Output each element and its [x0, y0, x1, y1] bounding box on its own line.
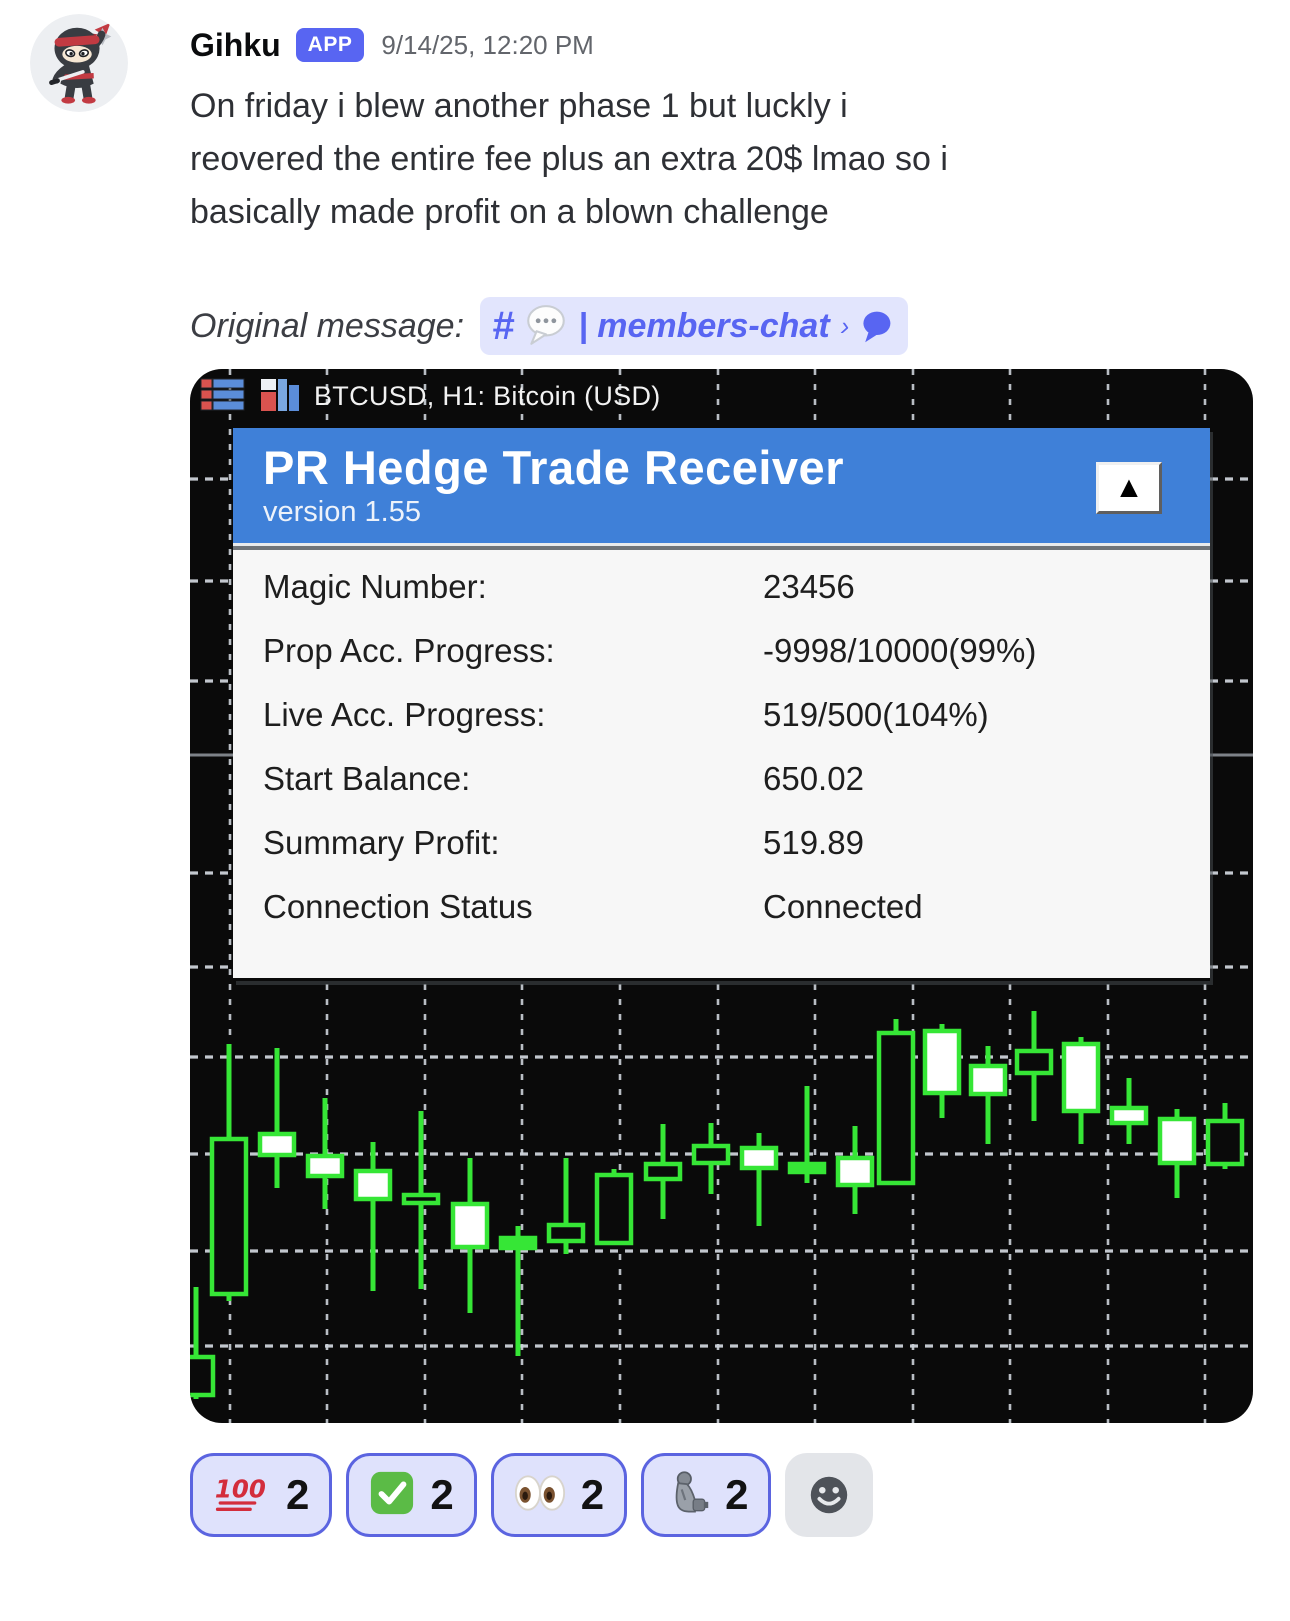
reaction-pill[interactable]: 2	[346, 1453, 477, 1538]
panel-stat-row: Start Balance: 650.02	[233, 747, 1210, 811]
smiley-add-reaction-icon	[811, 1476, 848, 1514]
channel-mention[interactable]: # | members-chat ›	[480, 297, 909, 356]
reaction-count: 2	[430, 1471, 454, 1519]
reaction-pill[interactable]: 2	[641, 1453, 772, 1538]
panel-version: version 1.55	[263, 496, 421, 529]
panel-stat-row: Prop Acc. Progress: -9998/10000(99%)	[233, 619, 1210, 683]
timestamp: 9/14/25, 12:20 PM	[381, 29, 594, 60]
panel-stat-row: Summary Profit: 519.89	[233, 811, 1210, 875]
market-watch-icon	[200, 378, 245, 411]
panel-stat-row: Connection Status Connected	[233, 875, 1210, 939]
panel-body: Magic Number: 23456 Prop Acc. Progress: …	[233, 546, 1210, 979]
stat-value: 23456	[763, 568, 855, 606]
origin-line: Original message: # | members-chat ›	[190, 297, 1265, 356]
svg-text:100: 100	[215, 1474, 266, 1503]
trade-receiver-panel: PR Hedge Trade Receiver version 1.55 ▲ M…	[233, 428, 1210, 981]
reaction-count: 2	[580, 1471, 605, 1519]
stat-value: 519.89	[763, 824, 864, 862]
reaction-emoji-icon	[369, 1470, 415, 1521]
message-header: Gihku APP 9/14/25, 12:20 PM	[190, 22, 1265, 68]
stat-label: Connection Status	[263, 888, 533, 926]
message-line: On friday i blew another phase 1 but luc…	[190, 87, 848, 125]
ninja-avatar-icon	[30, 14, 128, 112]
chevron-right-icon: ›	[840, 310, 850, 341]
stat-value: 519/500(104%)	[763, 696, 989, 734]
reactions-row: 100 2 2 2 2	[190, 1453, 1265, 1538]
origin-label: Original message:	[190, 306, 465, 345]
panel-title: PR Hedge Trade Receiver	[263, 441, 844, 495]
reaction-emoji-icon: 100	[213, 1473, 271, 1518]
message-line: reovered the entire fee plus an extra 20…	[190, 140, 948, 179]
stat-label: Start Balance:	[263, 760, 471, 798]
reaction-pill[interactable]: 2	[490, 1453, 628, 1538]
speech-balloon-icon	[527, 305, 566, 345]
stat-label: Magic Number:	[263, 568, 487, 606]
chart-symbol-title: BTCUSD, H1: Bitcoin (USD)	[314, 380, 661, 411]
chart-titlebar: BTCUSD, H1: Bitcoin (USD)	[200, 377, 661, 413]
thread-bubble-icon	[863, 311, 891, 343]
stat-value: Connected	[763, 888, 923, 926]
avatar[interactable]	[30, 14, 128, 112]
hundred-points-icon: 100	[215, 1474, 266, 1511]
reaction-count: 2	[286, 1471, 310, 1519]
stat-label: Summary Profit:	[263, 824, 500, 862]
stat-label: Prop Acc. Progress:	[263, 632, 555, 670]
message-content: Gihku APP 9/14/25, 12:20 PM On friday i …	[190, 0, 1265, 1538]
hash-icon: #	[492, 303, 515, 348]
chart-embed-image[interactable]: BTCUSD, H1: Bitcoin (USD) PR Hedge Trade…	[190, 369, 1253, 1424]
username[interactable]: Gihku	[190, 26, 281, 63]
check-mark-icon	[371, 1471, 414, 1514]
mechanical-arm-icon	[675, 1470, 709, 1513]
channel-name: | members-chat	[578, 306, 830, 345]
eyes-icon	[514, 1474, 565, 1511]
chart-window-icon	[261, 379, 299, 412]
add-reaction-button[interactable]	[785, 1453, 874, 1538]
reaction-pill[interactable]: 100 2	[190, 1453, 333, 1538]
stat-label: Live Acc. Progress:	[263, 696, 546, 734]
stat-value: 650.02	[763, 760, 864, 798]
panel-header: PR Hedge Trade Receiver version 1.55 ▲	[233, 428, 1210, 547]
message-body: On friday i blew another phase 1 but luc…	[190, 80, 1265, 239]
reaction-emoji-icon	[664, 1470, 710, 1521]
panel-stat-row: Magic Number: 23456	[233, 555, 1210, 619]
app-badge: APP	[295, 28, 365, 62]
reaction-emoji-icon	[514, 1473, 566, 1518]
collapse-button: ▲	[1096, 462, 1162, 515]
stat-value: -9998/10000(99%)	[763, 632, 1037, 670]
panel-stat-row: Live Acc. Progress: 519/500(104%)	[233, 683, 1210, 747]
reaction-count: 2	[725, 1471, 749, 1519]
message-line: basically made profit on a blown challen…	[190, 193, 829, 232]
